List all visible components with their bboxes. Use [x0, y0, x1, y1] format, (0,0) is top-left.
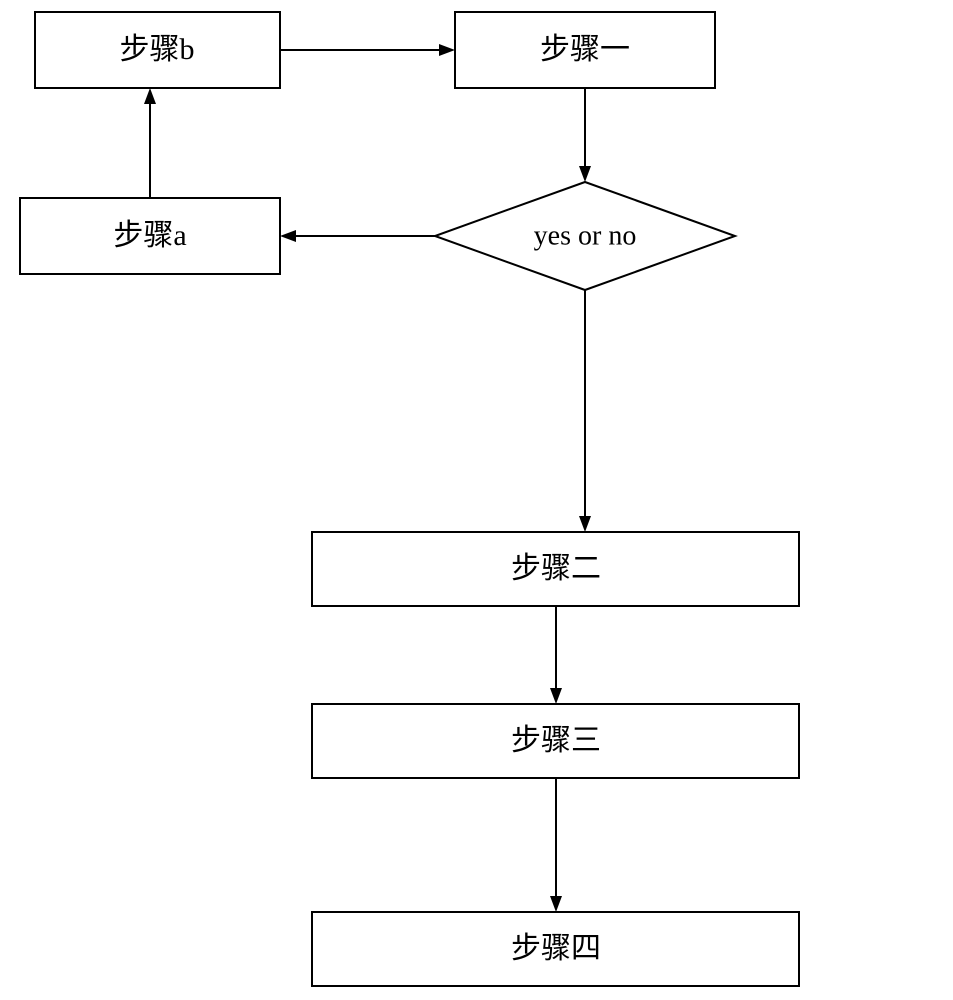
node-step-4-label: 步骤四 — [511, 932, 601, 965]
node-step-b: 步骤b — [35, 12, 280, 88]
edge-step-3-to-step-4 — [550, 778, 562, 912]
node-step-b-label: 步骤b — [120, 33, 195, 66]
edge-decision-to-step-a — [280, 230, 435, 242]
node-step-a: 步骤a — [20, 198, 280, 274]
node-decision: yes or no — [435, 182, 735, 290]
edge-decision-to-step-2 — [579, 290, 591, 532]
node-step-3: 步骤三 — [312, 704, 799, 778]
edge-step-b-to-step-1 — [280, 44, 455, 56]
node-step-4: 步骤四 — [312, 912, 799, 986]
node-step-1: 步骤一 — [455, 12, 715, 88]
edge-step-2-to-step-3 — [550, 606, 562, 704]
node-step-2-label: 步骤二 — [511, 552, 601, 585]
node-step-a-label: 步骤a — [113, 219, 186, 252]
node-step-3-label: 步骤三 — [511, 724, 601, 757]
flowchart-canvas: 步骤b 步骤一 步骤a yes or no 步骤二 步骤三 步骤四 — [0, 0, 953, 1000]
node-step-1-label: 步骤一 — [540, 33, 630, 66]
edge-step-1-to-decision — [579, 88, 591, 182]
edge-step-a-to-step-b — [144, 88, 156, 198]
node-step-2: 步骤二 — [312, 532, 799, 606]
node-decision-label: yes or no — [534, 220, 637, 251]
